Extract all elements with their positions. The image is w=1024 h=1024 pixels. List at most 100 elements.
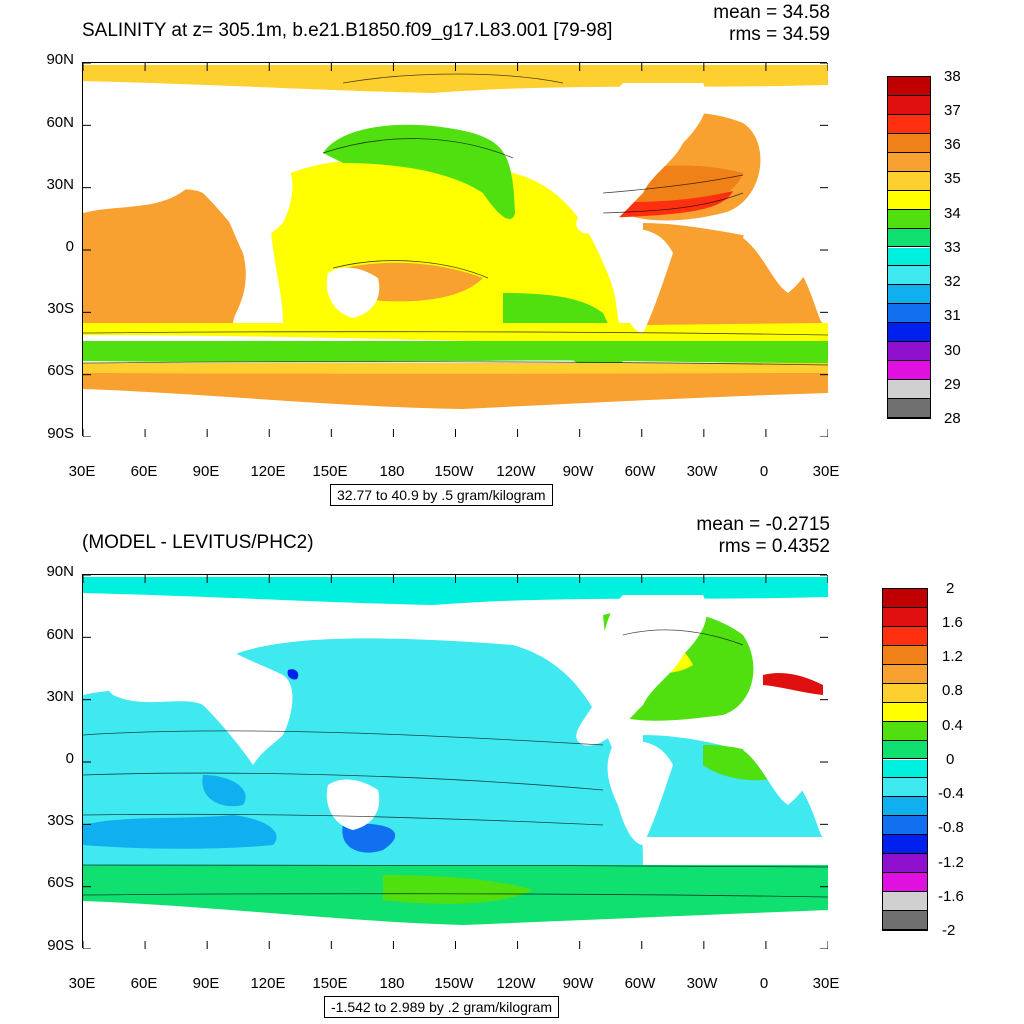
colorbar-swatch [883, 645, 927, 665]
y-tick: 60N [46, 114, 74, 131]
colorbar-swatch [888, 133, 930, 153]
salinity-map [82, 62, 828, 437]
mean-value: mean = -0.2715 [696, 514, 830, 535]
salinity-map-canvas [83, 63, 828, 437]
colorbar-swatch [883, 626, 927, 646]
x-tick: 60W [624, 463, 656, 480]
x-tick: 120W [496, 975, 536, 992]
x-tick: 180 [379, 463, 405, 480]
difference-map-canvas [83, 575, 828, 949]
colorbar-swatch [888, 361, 930, 381]
x-tick: 30E [68, 975, 96, 992]
colorbar-label: 31 [944, 307, 961, 324]
x-tick: 30E [812, 975, 840, 992]
x-tick: 120W [496, 463, 536, 480]
colorbar-swatch [883, 911, 927, 930]
colorbar-swatch [883, 854, 927, 874]
x-tick: 90W [562, 463, 594, 480]
colorbar-swatch [883, 740, 927, 760]
y-tick: 30S [47, 812, 74, 829]
colorbar-label: 33 [944, 239, 961, 256]
colorbar-label: 35 [944, 170, 961, 187]
colorbar-label: 0.8 [942, 682, 963, 699]
colorbar-label: 37 [944, 102, 961, 119]
colorbar-label: 36 [944, 136, 961, 153]
difference-panel: (MODEL - LEVITUS/PHC2) mean = -0.2715 rm… [0, 512, 1024, 1024]
x-tick: 150W [434, 975, 474, 992]
colorbar-swatch [888, 228, 930, 248]
colorbar-swatch [883, 778, 927, 798]
land-masks [83, 595, 817, 845]
x-tick: 30W [686, 975, 718, 992]
colorbar-swatch [883, 835, 927, 855]
y-tick: 60S [47, 362, 74, 379]
colorbar-label: -1.6 [938, 888, 964, 905]
colorbar-swatch [888, 209, 930, 229]
x-tick: 90E [192, 463, 220, 480]
colorbar-swatch [888, 190, 930, 210]
colorbar-swatch [883, 664, 927, 684]
contour-range-label: -1.542 to 2.989 by .2 gram/kilogram [324, 996, 560, 1018]
x-tick: 90W [562, 975, 594, 992]
colorbar-swatch [883, 683, 927, 703]
x-tick: 0 [759, 975, 769, 992]
colorbar-label: -0.4 [938, 785, 964, 802]
map-title: SALINITY at z= 305.1m, b.e21.B1850.f09_g… [82, 20, 613, 41]
colorbar-swatch [888, 152, 930, 172]
y-tick: 30N [46, 176, 74, 193]
rms-value: rms = 34.59 [729, 24, 830, 45]
difference-map [82, 574, 828, 949]
x-tick: 120E [250, 463, 286, 480]
colorbar-swatch [888, 304, 930, 324]
y-tick: 90N [46, 563, 74, 580]
y-tick: 60S [47, 874, 74, 891]
mean-value: mean = 34.58 [713, 2, 830, 23]
colorbar-swatch [883, 759, 927, 779]
land-masks [83, 83, 817, 333]
x-tick: 90E [192, 975, 220, 992]
colorbar-label: 2 [946, 580, 955, 597]
x-tick: 30E [68, 463, 96, 480]
colorbar-label: -1.2 [938, 854, 964, 871]
x-tick: 120E [250, 975, 286, 992]
colorbar-swatch [883, 589, 927, 608]
colorbar-swatch [888, 323, 930, 343]
salinity-panel: SALINITY at z= 305.1m, b.e21.B1850.f09_g… [46, 2, 961, 506]
x-tick: 150E [312, 463, 348, 480]
x-tick: 150E [312, 975, 348, 992]
colorbar-swatch [888, 77, 930, 96]
colorbar-label: 1.2 [942, 648, 963, 665]
colorbar-swatch [888, 171, 930, 191]
x-tick: 30W [686, 463, 718, 480]
rms-value: rms = 0.4352 [718, 536, 830, 557]
colorbar-label: 34 [944, 205, 961, 222]
colorbar-label: 38 [944, 68, 961, 85]
y-tick: 90S [47, 425, 74, 442]
colorbar-swatch [888, 114, 930, 134]
colorbar-swatch [888, 95, 930, 115]
y-tick: 0 [65, 238, 74, 255]
colorbar [887, 76, 931, 419]
colorbar-swatch [888, 247, 930, 267]
colorbar-label: 30 [944, 342, 961, 359]
y-tick: 0 [65, 750, 74, 767]
map-title: (MODEL - LEVITUS/PHC2) [82, 532, 314, 553]
colorbar-label: 28 [944, 410, 961, 427]
y-tick: 30S [47, 300, 74, 317]
colorbar-swatch [883, 721, 927, 741]
colorbar-swatch [883, 607, 927, 627]
x-tick: 30E [812, 463, 840, 480]
colorbar-label: 32 [944, 273, 961, 290]
y-tick: 90S [47, 937, 74, 954]
colorbar-swatch [888, 266, 930, 286]
contour-range-label: 32.77 to 40.9 by .5 gram/kilogram [330, 484, 553, 506]
colorbar-swatch [888, 399, 930, 418]
x-tick: 60E [130, 975, 158, 992]
colorbar-swatch [888, 380, 930, 400]
x-tick: 150W [434, 463, 474, 480]
colorbar-swatch [883, 892, 927, 912]
colorbar-label: 29 [944, 376, 961, 393]
colorbar-swatch [883, 797, 927, 817]
colorbar-label: -0.8 [938, 819, 964, 836]
y-tick: 90N [46, 51, 74, 68]
